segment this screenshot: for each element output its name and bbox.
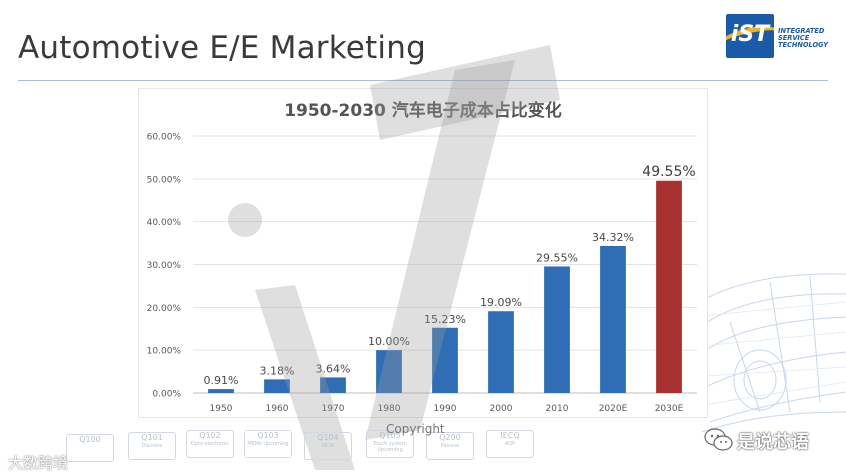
ist-logo: iST INTEGRATED SERVICE TECHNOLOGY: [726, 14, 832, 60]
badge-q200: Q200 Passive: [426, 432, 474, 460]
x-tick-label: 1960: [266, 404, 289, 414]
y-axis-ticks: 0.00% 10.00% 20.00% 30.00% 40.00% 50.00% 60.00…: [147, 133, 182, 400]
data-label: 49.55%: [642, 164, 695, 180]
badge-title: Q104: [317, 433, 339, 442]
bar: [488, 311, 514, 393]
y-tick-label: 60.00%: [147, 133, 182, 143]
badge-q100: Q100: [66, 434, 114, 462]
badge-title: IECQ: [500, 431, 520, 440]
badge-iecq: IECQ AQP: [486, 430, 534, 458]
x-tick-label: 1970: [322, 404, 345, 414]
logo-wordmark: INTEGRATED SERVICE TECHNOLOGY: [778, 27, 828, 50]
y-tick-label: 20.00%: [147, 304, 182, 314]
logo-line: SERVICE: [778, 34, 810, 43]
badge-title: Q101: [141, 433, 163, 442]
data-label: 10.00%: [368, 335, 410, 348]
data-label: 19.09%: [480, 296, 522, 309]
x-tick-label: 1980: [378, 404, 401, 414]
x-tick-label: 2010: [546, 404, 569, 414]
bar: [320, 377, 346, 393]
title-divider: [18, 80, 828, 81]
bar: [600, 245, 626, 393]
badge-subtitle: AQP: [504, 441, 516, 447]
x-tick-label: 2030E: [655, 404, 684, 414]
data-label: 0.91%: [204, 374, 239, 387]
badge-q103: Q103 MEMs Upcoming: [244, 430, 292, 458]
bar: [264, 379, 290, 393]
y-tick-label: 0.00%: [152, 390, 181, 400]
data-label: 29.55%: [536, 251, 578, 264]
badge-q102: Q102 Opto electronic: [186, 430, 234, 458]
badge-q101: Q101 Discrete: [128, 432, 176, 460]
data-label: 15.23%: [424, 313, 466, 326]
badge-title: Q100: [79, 435, 101, 444]
wechat-account: 是说芯语: [704, 424, 844, 454]
car-wireframe-illustration: [690, 273, 846, 433]
data-label: 3.64%: [316, 362, 351, 375]
badge-subtitle: MEMs Upcoming: [247, 441, 289, 447]
bar: [208, 389, 234, 393]
data-label: 34.32%: [592, 231, 634, 244]
x-tick-label: 2020E: [599, 404, 628, 414]
chart-frame: 1950-2030 汽车电子成本占比变化 0.00% 10.00% 20.00% 30…: [138, 88, 708, 418]
bar-chart: 1950-2030 汽车电子成本占比变化 0.00% 10.00% 20.00% 30…: [147, 100, 697, 414]
y-tick-label: 40.00%: [147, 218, 182, 228]
bar: [432, 327, 458, 393]
bars: [208, 180, 682, 393]
badge-q105: Q105 Touch system Upcoming: [366, 430, 414, 458]
logo-line: INTEGRATED: [778, 27, 825, 35]
copyright-text: Copyright: [386, 422, 445, 436]
bar: [544, 266, 570, 393]
footer: Q100 Q101 Discrete Q102 Opto electronic …: [0, 424, 846, 475]
chart-title: 1950-2030 汽车电子成本占比变化: [284, 100, 562, 121]
x-tick-label: 1950: [210, 404, 233, 414]
logo-mark: iST: [730, 22, 770, 47]
slide-title: Automotive E/E Marketing: [18, 30, 426, 66]
badge-subtitle: Discrete: [141, 443, 163, 449]
x-tick-label: 2000: [490, 404, 513, 414]
logo-badge: iST: [726, 14, 774, 58]
y-tick-label: 30.00%: [147, 261, 182, 271]
badge-subtitle: MCM: [321, 443, 335, 449]
wechat-icon: [704, 428, 733, 451]
y-tick-label: 10.00%: [147, 347, 182, 357]
logo-line: TECHNOLOGY: [778, 41, 828, 50]
wechat-label: 是说芯语: [737, 432, 809, 453]
badge-subtitle: Opto electronic: [190, 441, 230, 447]
badge-q104: Q104 MCM: [304, 432, 352, 460]
badge-title: Q105: [379, 431, 401, 440]
badge-subtitle: Passive: [440, 443, 460, 449]
bar: [376, 350, 402, 393]
data-label: 3.18%: [260, 364, 295, 377]
x-tick-label: 1990: [434, 404, 457, 414]
bar: [656, 180, 682, 393]
x-axis-ticks: 1950 1960 1970 1980 1990 2000 2010 2020E 2030E: [210, 404, 684, 414]
y-tick-label: 50.00%: [147, 175, 182, 185]
badge-subtitle: Touch system Upcoming: [372, 441, 408, 453]
badge-title: Q200: [439, 433, 461, 442]
data-labels: 0.91% 3.18% 3.64% 10.00% 15.23% 19.09% 29.55% 3…: [204, 164, 696, 387]
badge-title: Q102: [199, 431, 221, 440]
badge-title: Q103: [257, 431, 279, 440]
bigdata-watermark: 大数跨境: [8, 454, 69, 472]
